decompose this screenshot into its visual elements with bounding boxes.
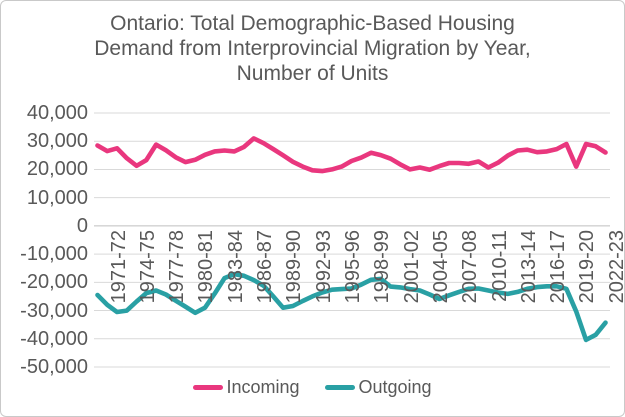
x-tick-label: 2013-14 [517, 230, 540, 304]
y-tick-label: 40,000 [26, 102, 88, 124]
x-tick-label: 2001-02 [400, 230, 423, 304]
incoming-line-marker [193, 385, 224, 390]
y-tick-label: 10,000 [26, 186, 88, 209]
x-tick-label: 2004-05 [429, 230, 452, 304]
x-tick-label: 1995-96 [341, 230, 364, 304]
y-tick-label: -10,000 [20, 243, 88, 266]
y-tick-label: 0 [76, 214, 88, 237]
y-tick-label: -40,000 [20, 327, 88, 350]
x-tick-label: 1986-87 [254, 230, 277, 304]
y-tick-label: -50,000 [20, 356, 88, 378]
x-tick-label: 1971-72 [107, 230, 130, 304]
legend-item-outgoing: Outgoing [325, 377, 432, 398]
x-tick-label: 1989-90 [283, 230, 306, 304]
y-tick-label: 20,000 [26, 158, 88, 181]
legend: Incoming Outgoing [1, 377, 624, 398]
x-tick-label: 1974-75 [136, 230, 159, 304]
outgoing-line-marker [325, 385, 356, 390]
legend-label-incoming: Incoming [226, 377, 300, 397]
legend-item-incoming: Incoming [193, 377, 299, 398]
x-tick-label: 2010-11 [488, 230, 511, 302]
y-tick-label: -20,000 [20, 271, 88, 294]
legend-label-outgoing: Outgoing [358, 377, 432, 397]
chart-title: Ontario: Total Demographic-Based Housing… [94, 12, 531, 85]
incoming-line [95, 136, 608, 174]
y-tick-label: 30,000 [26, 130, 88, 153]
x-tick-label: 2019-20 [576, 230, 599, 304]
y-tick-label: -30,000 [20, 299, 88, 322]
x-tick-label: 2007-08 [459, 230, 482, 304]
x-tick-label: 1992-93 [312, 230, 335, 304]
x-tick-label: 2016-17 [547, 230, 570, 304]
x-tick-label: 1998-99 [371, 230, 394, 304]
outgoing-line [95, 271, 608, 343]
x-tick-label: 1983-84 [224, 230, 247, 304]
x-tick-label: 2022-23 [605, 230, 625, 304]
x-tick-label: 1977-78 [166, 230, 189, 304]
x-tick-label: 1980-81 [195, 230, 218, 304]
